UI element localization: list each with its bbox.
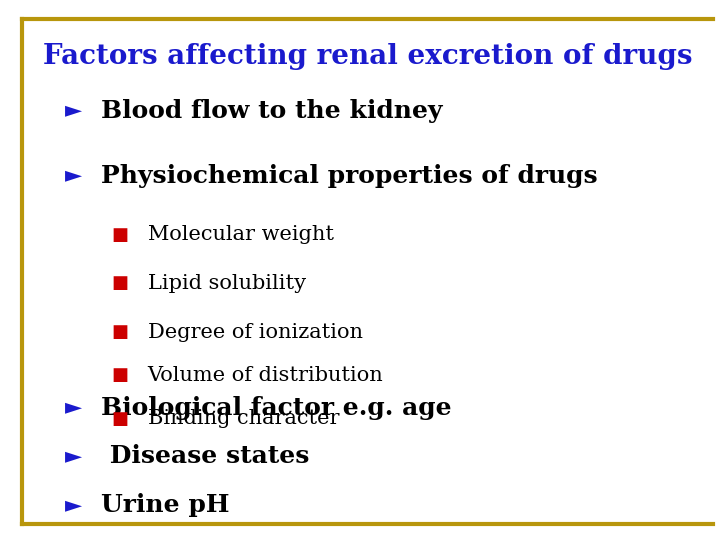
Text: ■: ■ (112, 366, 129, 384)
Text: Biological factor e.g. age: Biological factor e.g. age (101, 396, 451, 420)
Text: Degree of ionization: Degree of ionization (148, 322, 363, 342)
Text: ■: ■ (112, 409, 129, 428)
Text: Lipid solubility: Lipid solubility (148, 274, 306, 293)
Text: Blood flow to the kidney: Blood flow to the kidney (101, 99, 442, 123)
Text: Physiochemical properties of drugs: Physiochemical properties of drugs (101, 164, 598, 187)
Text: Volume of distribution: Volume of distribution (148, 366, 383, 385)
Text: ►: ► (65, 495, 82, 515)
Text: ■: ■ (112, 274, 129, 293)
Text: Molecular weight: Molecular weight (148, 225, 333, 245)
Text: Factors affecting renal excretion of drugs: Factors affecting renal excretion of dru… (43, 43, 693, 70)
Text: ►: ► (65, 165, 82, 186)
Text: Binding character: Binding character (148, 409, 339, 428)
Text: Urine pH: Urine pH (101, 493, 229, 517)
Text: ►: ► (65, 397, 82, 418)
Text: Disease states: Disease states (101, 444, 309, 468)
Text: ►: ► (65, 100, 82, 121)
Text: ►: ► (65, 446, 82, 467)
Text: ■: ■ (112, 226, 129, 244)
Text: ■: ■ (112, 323, 129, 341)
